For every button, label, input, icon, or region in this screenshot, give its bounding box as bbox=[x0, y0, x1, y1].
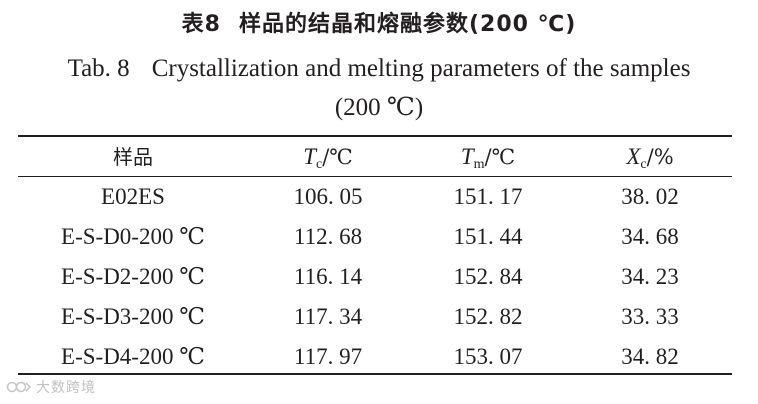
header-tc-unit: /℃ bbox=[322, 145, 353, 169]
cell-sample: E-S-D2-200 ℃ bbox=[61, 264, 205, 289]
table-header-rule bbox=[18, 176, 732, 177]
header-tc-subscript: c bbox=[316, 157, 323, 172]
cell-sample: E-S-D4-200 ℃ bbox=[61, 344, 205, 369]
table-row: E-S-D4-200 ℃ 117. 97 153. 07 34. 82 bbox=[18, 337, 732, 377]
cell-sample: E02ES bbox=[101, 184, 165, 209]
watermark: 大数跨境 bbox=[6, 377, 96, 397]
cell-sample: E-S-D0-200 ℃ bbox=[61, 224, 205, 249]
header-tc-symbol: T bbox=[303, 144, 316, 169]
header-xc-unit: /% bbox=[646, 145, 674, 169]
table-row: E-S-D0-200 ℃ 112. 68 151. 44 34. 68 bbox=[18, 217, 732, 257]
header-tm-subscript: m bbox=[473, 157, 485, 172]
header-tc: Tc/℃ bbox=[248, 137, 408, 177]
cell-tm: 152. 84 bbox=[453, 264, 523, 289]
table-top-rule bbox=[18, 135, 732, 137]
header-xc-symbol: X bbox=[626, 144, 641, 169]
table-header-row: 样品 Tc/℃ Tm/℃ Xc/% bbox=[18, 137, 732, 177]
table-number-en: Tab. 8 bbox=[67, 55, 130, 82]
cell-xc: 33. 33 bbox=[621, 304, 679, 329]
header-xc: Xc/% bbox=[568, 137, 732, 177]
header-sample: 样品 bbox=[113, 145, 153, 169]
cell-tm: 151. 17 bbox=[453, 184, 523, 209]
watermark-logo-icon bbox=[6, 381, 32, 393]
watermark-text: 大数跨境 bbox=[36, 380, 96, 396]
table-number-cn: 表8 bbox=[181, 12, 221, 37]
cell-tm: 151. 44 bbox=[453, 224, 523, 249]
header-xc-subscript: c bbox=[640, 157, 647, 172]
table-title-en: Tab. 8 Crystallization and melting parame… bbox=[0, 53, 758, 85]
table-row: E-S-D2-200 ℃ 116. 14 152. 84 34. 23 bbox=[18, 257, 732, 297]
table-caption-en: Crystallization and melting parameters o… bbox=[151, 55, 691, 82]
table-row: E-S-D3-200 ℃ 117. 34 152. 82 33. 33 bbox=[18, 297, 732, 337]
table-condition-en: (200 ℃) bbox=[334, 94, 424, 121]
header-tm: Tm/℃ bbox=[408, 137, 568, 177]
table-title-cn: 表8 样品的结晶和熔融参数(200 ℃) bbox=[0, 10, 758, 40]
table-caption-cn: 样品的结晶和熔融参数(200 ℃) bbox=[238, 12, 577, 37]
cell-tc: 116. 14 bbox=[293, 264, 363, 289]
header-tm-symbol: T bbox=[460, 144, 474, 169]
cell-xc: 34. 68 bbox=[621, 224, 679, 249]
table-row: E02ES 106. 05 151. 17 38. 02 bbox=[18, 177, 732, 217]
header-tm-unit: /℃ bbox=[484, 145, 516, 169]
cell-tc: 112. 68 bbox=[293, 224, 363, 249]
cell-sample: E-S-D3-200 ℃ bbox=[61, 304, 205, 329]
cell-tc: 117. 34 bbox=[293, 304, 363, 329]
table-bottom-rule bbox=[18, 373, 732, 375]
cell-tm: 152. 82 bbox=[453, 304, 523, 329]
cell-tc: 106. 05 bbox=[293, 184, 363, 209]
cell-xc: 34. 82 bbox=[621, 344, 679, 369]
cell-xc: 38. 02 bbox=[621, 184, 679, 209]
cell-tc: 117. 97 bbox=[293, 344, 363, 369]
cell-xc: 34. 23 bbox=[621, 264, 679, 289]
cell-tm: 153. 07 bbox=[453, 344, 523, 369]
